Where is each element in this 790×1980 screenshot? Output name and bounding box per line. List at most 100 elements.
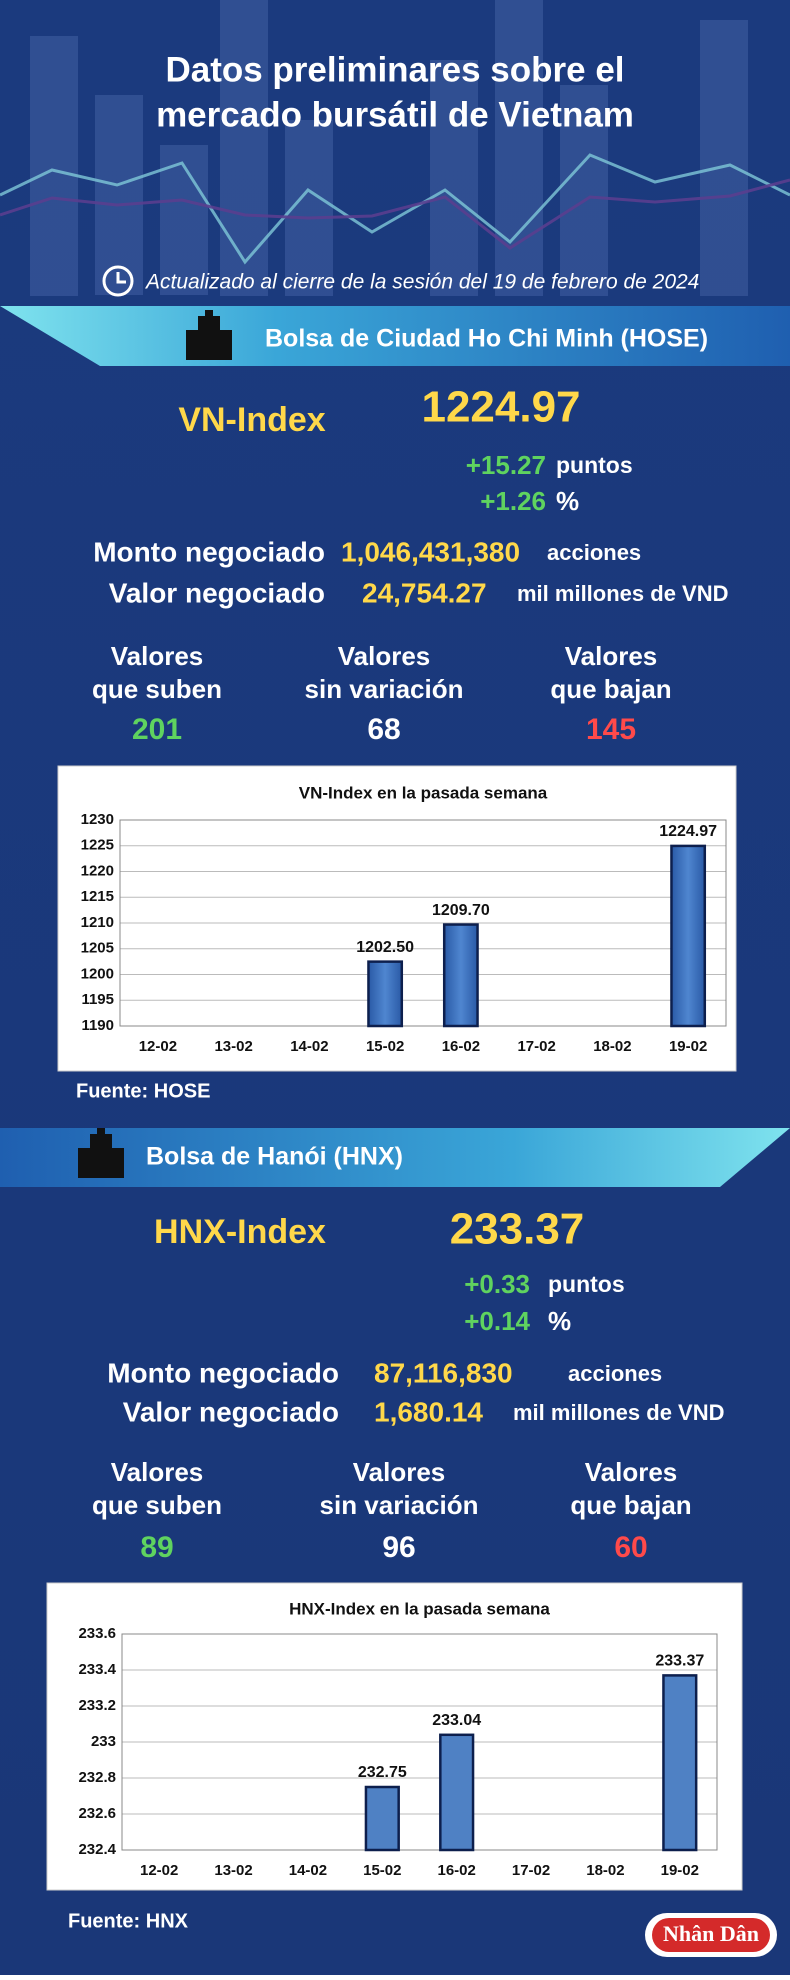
- breadth-count: 68: [367, 713, 400, 746]
- plot-frame: [121, 1633, 718, 1851]
- y-tick-label: 1200: [81, 965, 114, 982]
- breadth-label: que bajan: [570, 1490, 691, 1520]
- plot-frame: [119, 819, 727, 1027]
- header-decoration: [30, 0, 748, 296]
- unit: puntos: [548, 1271, 625, 1297]
- index-name: HNX-Index: [154, 1213, 326, 1251]
- unit: puntos: [556, 452, 633, 478]
- breadth-label: Valores: [111, 641, 204, 671]
- data-label: 1224.97: [659, 823, 717, 840]
- row-label: Valor negociado: [123, 1396, 339, 1427]
- change-pct: +1.26: [480, 486, 546, 516]
- y-tick-label: 232.6: [78, 1805, 116, 1822]
- x-tick-label: 19-02: [661, 1862, 699, 1879]
- data-label: 232.75: [358, 1764, 407, 1781]
- x-tick-label: 19-02: [669, 1038, 707, 1055]
- data-label: 233.37: [655, 1653, 704, 1670]
- logo-fill: [652, 1918, 770, 1952]
- breadth-count: 96: [382, 1531, 415, 1564]
- row-label: Monto negociado: [107, 1357, 339, 1388]
- x-tick-label: 13-02: [214, 1862, 252, 1879]
- y-tick-label: 232.8: [78, 1769, 116, 1786]
- unit: %: [548, 1306, 571, 1336]
- x-tick-label: 16-02: [438, 1862, 476, 1879]
- breadth-label: que suben: [92, 674, 222, 704]
- row-label: Valor negociado: [109, 577, 325, 608]
- breadth-label: que suben: [92, 1490, 222, 1520]
- x-tick-label: 17-02: [517, 1038, 555, 1055]
- x-tick-label: 14-02: [289, 1862, 327, 1879]
- x-tick-label: 12-02: [139, 1038, 177, 1055]
- x-tick-label: 17-02: [512, 1862, 550, 1879]
- bar: [364, 1785, 400, 1852]
- decor-line: [0, 178, 790, 250]
- data-label: 233.04: [432, 1712, 481, 1729]
- unit: acciones: [547, 540, 641, 565]
- exchange-name: Bolsa de Hanói (HNX): [146, 1143, 403, 1171]
- title: Datos preliminares sobre el: [165, 50, 624, 89]
- data-label: 1202.50: [356, 939, 414, 956]
- change-points: +0.33: [464, 1269, 530, 1299]
- y-tick-label: 1195: [81, 991, 114, 1008]
- volume: 87,116,830: [374, 1357, 513, 1388]
- breadth-label: sin variación: [320, 1490, 479, 1520]
- x-tick-label: 18-02: [586, 1862, 624, 1879]
- unit: mil millones de VND: [513, 1400, 725, 1425]
- hnx-banner: [0, 1128, 790, 1187]
- bar: [439, 1733, 475, 1852]
- breadth-label: Valores: [565, 641, 658, 671]
- y-tick-label: 233.4: [78, 1661, 116, 1678]
- y-tick-label: 1225: [81, 837, 114, 854]
- breadth-label: Valores: [111, 1457, 204, 1487]
- breadth-label: Valores: [585, 1457, 678, 1487]
- logo: Nhân Dân: [663, 1921, 759, 1946]
- bar: [367, 960, 404, 1028]
- volume: 1,046,431,380: [341, 536, 520, 567]
- x-tick-label: 13-02: [214, 1038, 252, 1055]
- trade-value: 1,680.14: [374, 1396, 483, 1427]
- y-tick-label: 1230: [81, 811, 114, 828]
- y-tick-label: 1210: [81, 914, 114, 931]
- building-icon: [78, 310, 232, 1178]
- index-value: 233.37: [450, 1205, 585, 1254]
- breadth-label: que bajan: [550, 674, 671, 704]
- breadth-label: Valores: [353, 1457, 446, 1487]
- x-tick-label: 16-02: [442, 1038, 480, 1055]
- x-tick-label: 15-02: [363, 1862, 401, 1879]
- unit: %: [556, 486, 579, 516]
- x-tick-label: 12-02: [140, 1862, 178, 1879]
- exchange-name: Bolsa de Ciudad Ho Chi Minh (HOSE): [265, 325, 708, 353]
- breadth-count: 145: [586, 713, 636, 746]
- breadth-label: Valores: [338, 641, 431, 671]
- bar: [670, 844, 707, 1028]
- row-label: Monto negociado: [93, 536, 325, 567]
- bar: [662, 1674, 698, 1852]
- y-tick-label: 232.4: [78, 1841, 116, 1858]
- y-tick-label: 233.2: [78, 1697, 116, 1714]
- chart-title: VN-Index en la pasada semana: [299, 783, 548, 802]
- change-pct: +0.14: [464, 1306, 530, 1336]
- unit: acciones: [568, 1361, 662, 1386]
- updated: Actualizado al cierre de la sesión del 1…: [144, 271, 699, 294]
- y-tick-label: 1190: [81, 1017, 114, 1034]
- source: Fuente: HOSE: [76, 1080, 210, 1102]
- breadth-count: 60: [614, 1531, 647, 1564]
- data-label: 1209.70: [432, 902, 490, 919]
- decor-line: [0, 153, 790, 265]
- chart-title: HNX-Index en la pasada semana: [289, 1599, 550, 1618]
- title: mercado bursátil de Vietnam: [156, 95, 634, 134]
- y-tick-label: 1220: [81, 862, 114, 879]
- source: Fuente: HNX: [68, 1910, 189, 1932]
- trade-value: 24,754.27: [362, 577, 487, 608]
- y-tick-label: 233: [91, 1733, 116, 1750]
- breadth-label: sin variación: [305, 674, 464, 704]
- clock-icon: [102, 265, 134, 297]
- y-tick-label: 233.6: [78, 1625, 116, 1642]
- x-tick-label: 14-02: [290, 1038, 328, 1055]
- x-tick-label: 18-02: [593, 1038, 631, 1055]
- change-points: +15.27: [466, 450, 546, 480]
- breadth-count: 89: [140, 1531, 173, 1564]
- unit: mil millones de VND: [517, 581, 729, 606]
- x-tick-label: 15-02: [366, 1038, 404, 1055]
